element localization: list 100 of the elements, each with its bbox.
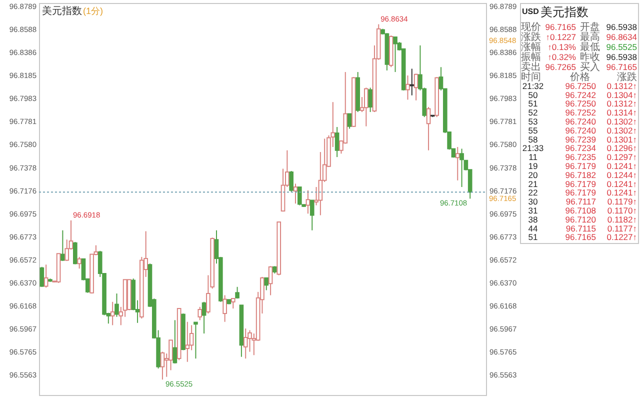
candlestick (172, 320, 178, 364)
candlestick (455, 146, 460, 181)
candlestick (414, 73, 418, 101)
text: 时间 (521, 71, 541, 83)
candlestick (44, 264, 48, 288)
text: 19 (528, 161, 538, 171)
text: 96.7117 (566, 196, 596, 207)
candlestick (426, 106, 431, 151)
candlestick (198, 306, 202, 321)
text: 96.7235 (565, 152, 596, 162)
text: 0.1312↑ (606, 80, 637, 91)
candlestick (268, 266, 273, 296)
text: 现价 (521, 21, 541, 33)
text: 0.1182↑ (607, 214, 637, 224)
text: 44 (528, 223, 538, 234)
candlestick (364, 87, 368, 127)
text: 96.7234 (565, 143, 596, 154)
text: 涨跌 (521, 31, 541, 43)
text: 22 (528, 188, 538, 198)
text: 96.7108 (565, 206, 596, 216)
candlestick (222, 294, 227, 322)
text: 21:33 (522, 143, 544, 154)
text: 0.1244↑ (606, 170, 637, 180)
chart-subtitle: (1分) (83, 6, 103, 16)
candlestick (460, 148, 464, 188)
text: 50 (528, 90, 538, 100)
text: ↑0.13% (548, 42, 576, 52)
candlestick (110, 301, 115, 326)
text: 96.7182 (565, 170, 596, 180)
text: 11 (528, 152, 538, 162)
text: 38 (528, 214, 538, 224)
text: 0.1177↑ (607, 223, 637, 234)
candlestick (194, 322, 198, 360)
text: 涨幅 (521, 41, 541, 53)
candlestick (230, 298, 236, 309)
text: 0.1312↑ (606, 98, 637, 109)
text: 96.7242 (565, 90, 596, 100)
text: 美元指数 (540, 5, 588, 19)
text: 58 (528, 134, 538, 144)
text: USD (522, 7, 540, 16)
text: 最高 (580, 31, 600, 43)
candlestick (60, 230, 65, 262)
text: 涨跌 (617, 71, 637, 83)
text: 买入 (580, 61, 600, 73)
candlestick (243, 328, 248, 360)
text: 96.5938 (606, 52, 638, 62)
text: 96.7120 (565, 214, 596, 224)
candlestick (77, 256, 82, 270)
text: 20 (528, 170, 538, 180)
text: 96.7250 (565, 98, 596, 109)
candlestick (334, 126, 340, 158)
candlestick (293, 183, 298, 204)
text: 0.1227↑ (606, 232, 637, 242)
text: 0.1179↑ (607, 196, 637, 207)
text: 51 (528, 232, 538, 242)
text: ↑0.1227 (546, 32, 576, 42)
candlestick (347, 113, 352, 130)
text: 0.1314↑ (606, 108, 637, 118)
candlestick (406, 74, 410, 100)
text: 96.7179 (565, 161, 596, 171)
text: 振幅 (521, 51, 541, 63)
candlestick (202, 301, 206, 334)
text: 30 (528, 196, 538, 207)
text: 0.1304↑ (606, 90, 637, 100)
text: 0.1301↑ (606, 134, 637, 144)
text: 96.7239 (565, 134, 596, 144)
text: 昨收 (580, 51, 600, 63)
text: 96.7179 (565, 188, 596, 198)
candlestick (289, 170, 294, 193)
candlestick (160, 351, 165, 380)
text: 96.7250 (565, 80, 596, 91)
text: 0.1170↑ (607, 206, 637, 216)
text: 开盘 (580, 21, 600, 33)
chart-title: 美元指数 (42, 5, 82, 17)
candlestick (393, 36, 398, 73)
text: 96.7252 (565, 108, 596, 118)
text: 96.7165 (606, 62, 638, 72)
text: 96.7179 (565, 178, 596, 189)
text: 53 (528, 116, 538, 126)
text: 96.7240 (565, 125, 596, 136)
candlestick (114, 293, 119, 318)
text: 96.7165 (545, 22, 576, 32)
text: 0.1302↑ (606, 125, 637, 136)
text: 最低 (580, 42, 600, 53)
text: 21:32 (522, 80, 544, 91)
text: 52 (528, 108, 538, 118)
candlestick (306, 190, 310, 214)
text: 价格 (569, 71, 590, 83)
text: 0.1241↑ (606, 178, 637, 189)
text: ↑0.32% (548, 52, 576, 62)
text: 96.5938 (606, 22, 638, 32)
text: 卖出 (521, 61, 541, 73)
text: 0.1296↑ (606, 143, 637, 154)
candlestick (410, 68, 414, 96)
text: 96.7240 (565, 116, 596, 126)
text: 96.7115 (566, 223, 596, 234)
text: 96.7165 (565, 232, 596, 242)
candlestick (297, 186, 302, 206)
candlestick (73, 241, 78, 265)
text: 0.1302↑ (606, 116, 637, 126)
